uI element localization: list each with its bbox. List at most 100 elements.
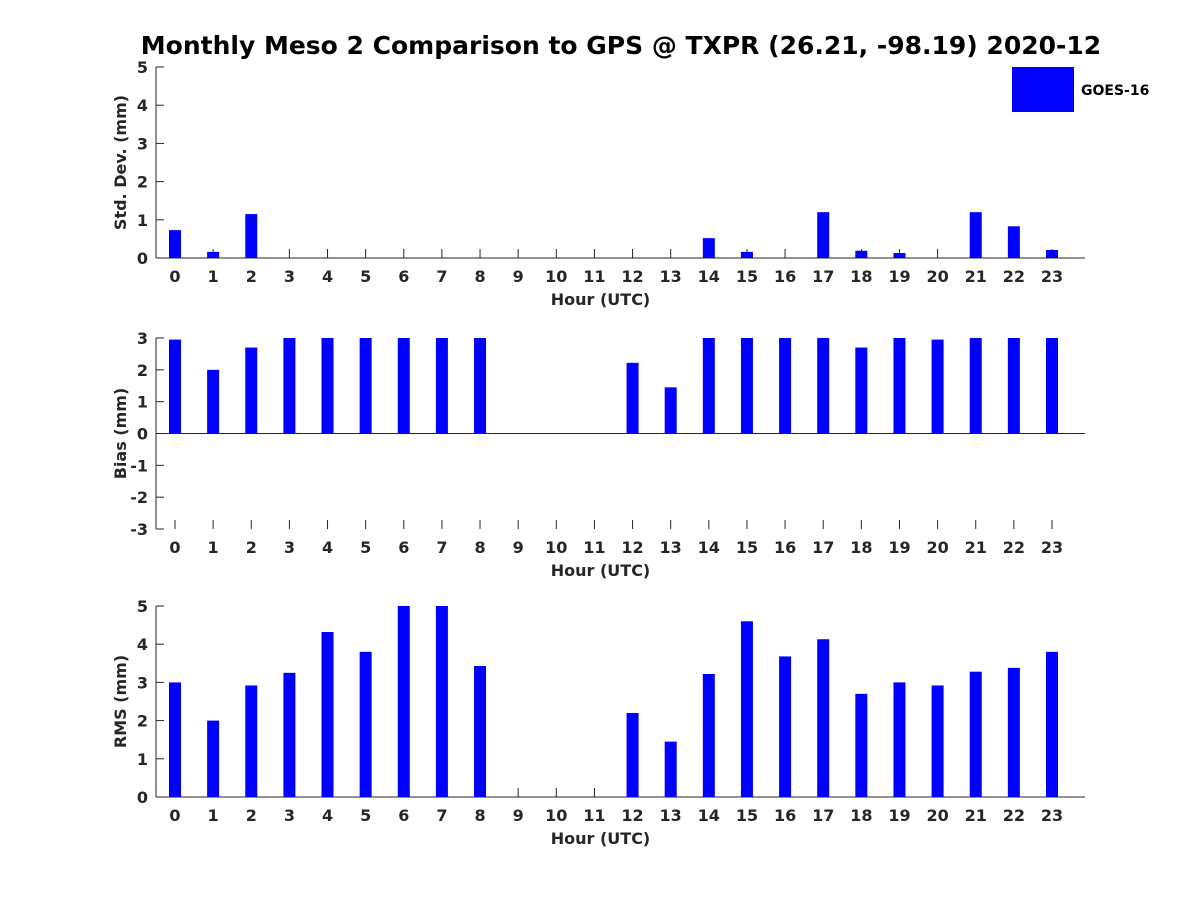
- x-tick-label: 5: [360, 538, 371, 557]
- x-tick-label: 11: [583, 538, 605, 557]
- chart-title: Monthly Meso 2 Comparison to GPS @ TXPR …: [141, 31, 1101, 60]
- x-tick-label: 11: [583, 267, 605, 286]
- bar-hour-4: [321, 338, 334, 434]
- x-tick-label: 3: [284, 267, 295, 286]
- y-tick-label: 2: [137, 712, 148, 731]
- bar-hour-21: [969, 671, 982, 797]
- x-tick-label: 16: [774, 806, 796, 825]
- x-tick-label: 9: [513, 267, 524, 286]
- bar-hour-2: [245, 347, 258, 434]
- y-axis-label: RMS (mm): [111, 655, 130, 748]
- bar-hour-15: [740, 338, 753, 434]
- bar-hour-22: [1007, 226, 1020, 258]
- bar-hour-23: [1045, 338, 1058, 434]
- bar-hour-22: [1007, 338, 1020, 434]
- legend-swatch: [1012, 67, 1074, 112]
- bar-hour-12: [626, 712, 639, 797]
- bar-hour-14: [702, 673, 715, 797]
- y-tick-label: 2: [137, 361, 148, 380]
- y-tick-label: 0: [137, 425, 148, 444]
- x-tick-label: 4: [322, 806, 333, 825]
- y-tick-label: 5: [137, 58, 148, 77]
- bar-hour-2: [245, 685, 258, 797]
- x-tick-label: 13: [660, 267, 682, 286]
- bar-hour-13: [664, 741, 677, 797]
- bar-hour-21: [969, 212, 982, 258]
- x-tick-label: 12: [621, 806, 643, 825]
- x-tick-label: 13: [660, 538, 682, 557]
- bar-hour-0: [169, 682, 181, 797]
- x-tick-label: 12: [621, 267, 643, 286]
- x-tick-label: 2: [246, 267, 257, 286]
- bar-hour-17: [817, 639, 830, 797]
- y-tick-label: 0: [137, 249, 148, 268]
- x-tick-label: 18: [850, 267, 872, 286]
- bar-hour-15: [740, 251, 753, 258]
- bar-hour-1: [207, 251, 220, 258]
- y-tick-label: 3: [137, 673, 148, 692]
- bar-hour-19: [893, 682, 906, 797]
- x-tick-label: 15: [736, 538, 758, 557]
- bar-hour-22: [1007, 667, 1020, 797]
- y-tick-label: -1: [130, 456, 148, 475]
- bar-hour-3: [283, 338, 296, 434]
- x-tick-label: 4: [322, 267, 333, 286]
- x-tick-label: 21: [965, 538, 987, 557]
- x-tick-label: 0: [169, 538, 180, 557]
- x-tick-label: 8: [474, 267, 485, 286]
- bar-hour-1: [207, 720, 220, 797]
- bar-hour-5: [359, 338, 372, 434]
- x-tick-label: 7: [436, 538, 447, 557]
- bar-hour-19: [893, 338, 906, 434]
- bar-hour-21: [969, 338, 982, 434]
- bar-hour-6: [397, 606, 410, 797]
- x-tick-label: 6: [398, 267, 409, 286]
- bar-hour-6: [397, 338, 410, 434]
- x-tick-label: 17: [812, 267, 834, 286]
- x-tick-label: 3: [284, 538, 295, 557]
- bar-hour-18: [855, 693, 868, 797]
- y-axis-label: Bias (mm): [111, 388, 130, 480]
- x-tick-label: 10: [545, 806, 567, 825]
- y-tick-label: 3: [137, 329, 148, 348]
- x-tick-label: 20: [926, 806, 948, 825]
- bar-hour-16: [779, 656, 792, 797]
- bar-hour-17: [817, 338, 830, 434]
- x-tick-label: 22: [1003, 267, 1025, 286]
- x-tick-label: 4: [322, 538, 333, 557]
- x-tick-label: 3: [284, 806, 295, 825]
- x-tick-label: 23: [1041, 267, 1063, 286]
- bar-hour-23: [1045, 651, 1058, 797]
- x-tick-label: 10: [545, 538, 567, 557]
- x-tick-label: 5: [360, 806, 371, 825]
- bar-hour-23: [1045, 249, 1058, 258]
- y-tick-label: 1: [137, 211, 148, 230]
- legend-label: GOES-16: [1081, 83, 1149, 99]
- x-tick-label: 21: [965, 806, 987, 825]
- x-tick-label: 22: [1003, 806, 1025, 825]
- x-tick-label: 20: [926, 267, 948, 286]
- bar-hour-8: [474, 665, 487, 797]
- x-axis-label: Hour (UTC): [551, 561, 651, 580]
- x-tick-label: 15: [736, 267, 758, 286]
- x-tick-label: 14: [698, 538, 720, 557]
- x-tick-label: 19: [888, 806, 910, 825]
- bar-hour-14: [702, 238, 715, 258]
- x-tick-label: 8: [474, 538, 485, 557]
- y-tick-label: 4: [137, 96, 148, 115]
- bar-hour-18: [855, 250, 868, 258]
- x-tick-label: 5: [360, 267, 371, 286]
- x-tick-label: 23: [1041, 806, 1063, 825]
- y-axis-label: Std. Dev. (mm): [111, 95, 130, 230]
- bar-hour-13: [664, 387, 677, 434]
- bar-hour-2: [245, 214, 258, 258]
- x-axis-label: Hour (UTC): [551, 290, 651, 309]
- x-tick-label: 9: [513, 538, 524, 557]
- y-tick-label: 3: [137, 134, 148, 153]
- y-tick-label: 1: [137, 750, 148, 769]
- x-tick-label: 1: [208, 538, 219, 557]
